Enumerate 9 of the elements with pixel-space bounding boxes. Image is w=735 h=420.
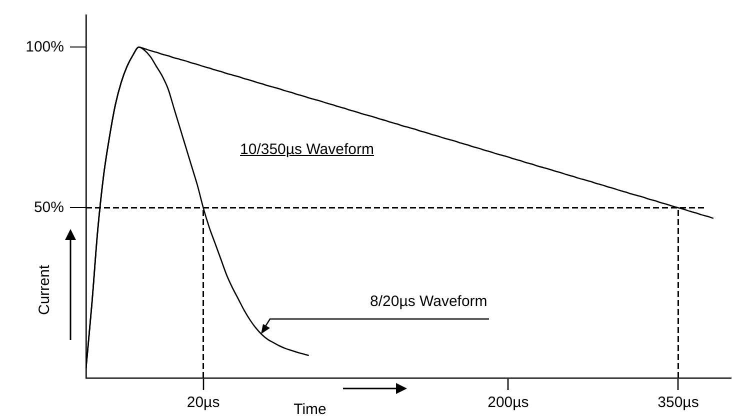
text: 8/20µs Waveform — [370, 293, 488, 311]
series-label: 10/350µs Waveform — [240, 141, 374, 159]
x-tick-label: 20µs — [186, 394, 220, 412]
x-tick-label: 350µs — [658, 394, 699, 412]
y-tick-label: 100% — [26, 38, 64, 56]
x-tick-label: 200µs — [488, 394, 529, 412]
y-axis-title: Current — [36, 264, 54, 316]
y-tick-label: 50% — [34, 198, 64, 216]
x-axis-title: Time — [294, 401, 326, 418]
